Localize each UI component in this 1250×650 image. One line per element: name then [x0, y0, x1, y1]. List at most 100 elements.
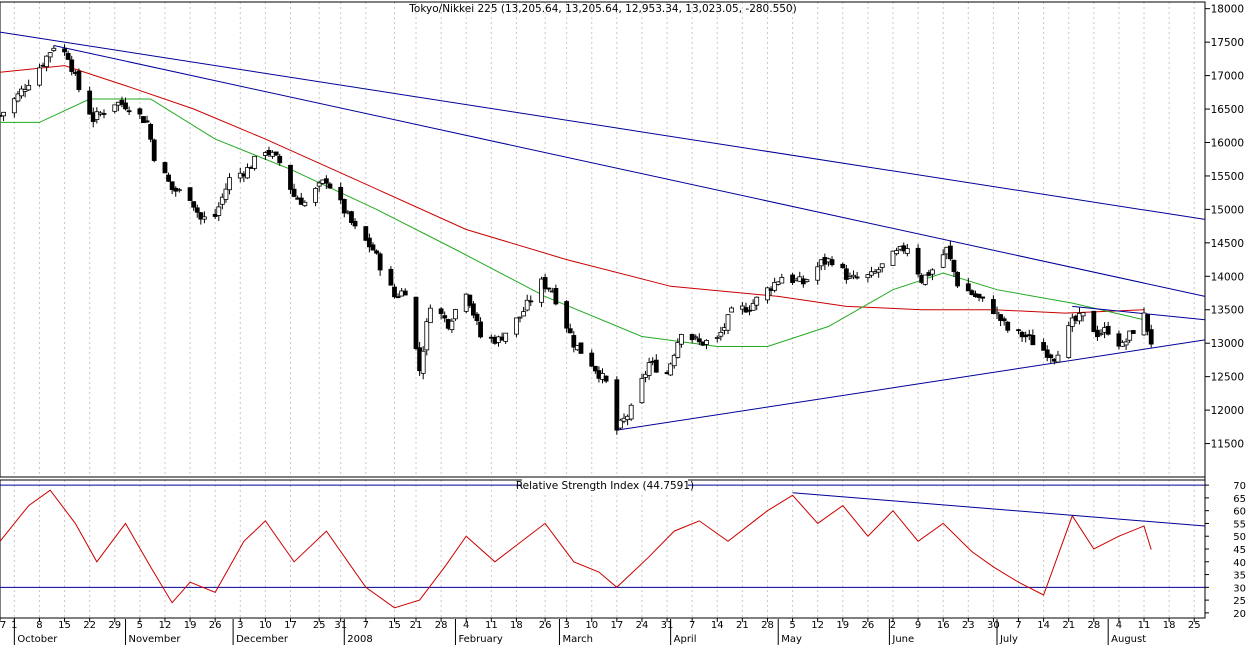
candle-body — [37, 67, 42, 86]
candle-body — [750, 302, 756, 311]
candle-body — [765, 287, 770, 301]
candle-body — [112, 104, 118, 112]
candle-body — [815, 266, 821, 281]
candle-body — [349, 211, 354, 223]
x-day-label: 11 — [1138, 620, 1151, 631]
series-layer — [0, 31, 1206, 609]
candle-body — [1077, 313, 1082, 322]
candle-body — [678, 334, 684, 345]
candle-body — [618, 419, 623, 429]
candle-body — [1001, 318, 1007, 322]
price-trendline — [1072, 305, 1206, 321]
candle-body — [198, 212, 204, 220]
price-y-tick-label: 16500 — [1211, 104, 1244, 116]
candle-body — [1041, 342, 1047, 351]
candle-body — [377, 253, 383, 271]
candle-body — [930, 269, 935, 275]
price-trendline — [0, 31, 1206, 220]
candle-body — [26, 84, 32, 91]
candle-body — [223, 188, 229, 200]
candle-body — [69, 59, 75, 72]
x-day-label: 28 — [1087, 620, 1100, 631]
x-month-label: July — [999, 634, 1018, 645]
candle-body — [123, 102, 128, 110]
x-day-label: 7 — [689, 620, 695, 631]
candle-body — [539, 278, 544, 303]
candle-body — [729, 307, 735, 313]
candle-body — [442, 315, 448, 319]
x-day-label: 8 — [36, 620, 42, 631]
candle-body — [449, 320, 455, 331]
x-day-label: 31 — [661, 620, 674, 631]
x-day-label: 18 — [1163, 620, 1176, 631]
rsi-y-tick-label: 25 — [1233, 596, 1246, 607]
candle-body — [216, 206, 222, 216]
candle-body — [567, 328, 573, 334]
candle-body — [151, 139, 157, 161]
price-y-tick-label: 13000 — [1211, 338, 1244, 350]
candle-body — [327, 183, 333, 189]
candle-body — [521, 311, 527, 317]
x-day-label: 5 — [789, 620, 795, 631]
candle-body — [1, 111, 6, 117]
candle-body — [1019, 331, 1025, 338]
candle-body — [571, 335, 577, 348]
candle-body — [166, 174, 171, 182]
candle-body — [704, 339, 709, 345]
candle-body — [370, 244, 376, 251]
candle-body — [564, 301, 570, 329]
candle-body — [890, 250, 896, 266]
candle-body — [829, 259, 835, 266]
candle-body — [553, 287, 559, 305]
x-day-label: 16 — [937, 620, 950, 631]
candle-body — [951, 259, 957, 273]
x-day-label: 14 — [1037, 620, 1050, 631]
candle-body — [1080, 312, 1086, 317]
rsi-title-bg — [522, 479, 688, 492]
x-month-label: April — [674, 634, 697, 645]
axes-layer: 11500 12000 12500 13000 13500 14000 14500 15000… — [0, 4, 1246, 645]
x-day-label: 15 — [58, 620, 71, 631]
candle-body — [747, 309, 752, 312]
price-chart-title: Tokyo/Nikkei 225 (13,205.64, 13,205.64, … — [408, 3, 796, 15]
candle-body — [453, 309, 458, 320]
price-y-tick-label: 11500 — [1211, 439, 1244, 451]
x-day-label: 27 — [0, 620, 6, 631]
candle-body — [478, 321, 483, 338]
candle-body — [772, 282, 778, 291]
grid-layer — [0, 2, 1195, 618]
candle-body — [162, 162, 168, 174]
price-y-tick-label: 15000 — [1211, 204, 1244, 216]
candle-body — [474, 313, 480, 322]
candle-body — [65, 52, 71, 60]
candle-body — [288, 164, 293, 190]
rsi-y-tick-label: 30 — [1233, 583, 1246, 594]
candle-body — [119, 99, 125, 105]
candle-body — [316, 182, 322, 187]
x-day-label: 25 — [313, 620, 326, 631]
candle-body — [338, 186, 344, 201]
candle-body — [614, 379, 620, 431]
candle-body — [804, 279, 810, 283]
candle-body — [1127, 330, 1133, 341]
candle-body — [779, 276, 785, 284]
candle-body — [245, 167, 250, 179]
candle-body — [915, 247, 921, 275]
moving-average-line — [0, 65, 1145, 314]
candle-body — [955, 272, 960, 287]
x-day-label: 24 — [636, 620, 649, 631]
candle-body — [101, 113, 107, 115]
rsi-y-tick-label: 35 — [1233, 571, 1246, 582]
rsi-y-tick-label: 40 — [1233, 558, 1246, 569]
candle-body — [202, 216, 207, 220]
candle-body — [528, 300, 534, 303]
candle-body — [965, 283, 971, 292]
x-day-label: 10 — [585, 620, 598, 631]
candle-body — [847, 276, 853, 279]
rsi-y-tick-label: 70 — [1233, 481, 1246, 492]
price-y-tick-label: 15500 — [1211, 171, 1244, 183]
candle-body — [879, 263, 885, 268]
candle-body — [1066, 325, 1072, 358]
candle-body — [922, 274, 928, 285]
candle-body — [894, 250, 899, 255]
